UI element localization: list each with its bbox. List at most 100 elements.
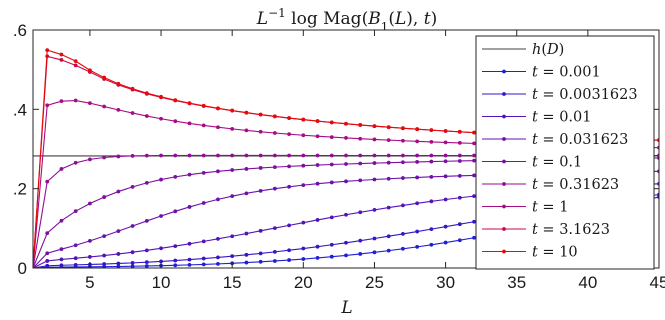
data-point — [472, 235, 476, 240]
data-point — [344, 240, 348, 245]
data-point — [315, 181, 320, 186]
legend-label: t = 0.1 — [532, 155, 582, 171]
legend-label: t = 0.01 — [532, 110, 591, 126]
data-point — [116, 264, 121, 268]
data-point — [59, 99, 64, 104]
data-point — [457, 159, 462, 163]
data-point — [73, 98, 78, 103]
data-point — [429, 174, 434, 179]
data-point — [415, 139, 420, 144]
data-point — [216, 153, 220, 158]
data-point — [358, 238, 363, 243]
x-tick-label: 20 — [294, 273, 313, 292]
data-point — [429, 153, 434, 158]
data-point — [173, 263, 178, 268]
legend-marker — [502, 69, 506, 74]
data-point — [287, 184, 291, 189]
data-point — [401, 246, 405, 251]
data-point — [102, 155, 107, 160]
data-point — [173, 153, 178, 158]
data-point — [45, 48, 50, 53]
data-point — [401, 138, 405, 143]
data-point — [344, 153, 348, 158]
data-point — [472, 158, 476, 163]
data-point — [73, 262, 78, 267]
data-point — [315, 256, 320, 260]
data-point — [173, 209, 178, 214]
data-point — [415, 127, 420, 132]
data-point — [116, 229, 121, 234]
data-point — [173, 244, 178, 249]
data-point — [73, 256, 78, 261]
x-axis-label: L — [340, 298, 352, 318]
x-tick-label: 45 — [650, 273, 665, 292]
data-point — [443, 224, 448, 229]
data-point — [386, 176, 391, 181]
data-point — [329, 215, 334, 220]
data-point — [329, 254, 334, 259]
data-point — [272, 165, 277, 170]
data-point — [258, 259, 263, 264]
data-point — [258, 188, 263, 193]
data-point — [116, 154, 121, 159]
data-point — [201, 239, 206, 244]
data-point — [116, 81, 121, 86]
data-point — [472, 130, 476, 135]
data-point — [216, 106, 220, 111]
data-point — [244, 231, 249, 236]
data-point — [272, 249, 277, 254]
data-point — [315, 134, 320, 139]
data-point — [258, 251, 263, 256]
data-point — [59, 263, 64, 268]
data-point — [102, 262, 107, 266]
data-point — [329, 242, 334, 247]
data-point — [88, 157, 92, 162]
legend-marker — [502, 137, 506, 141]
data-point — [173, 258, 178, 263]
data-point — [272, 186, 277, 191]
data-point — [187, 205, 192, 209]
data-point — [45, 251, 50, 256]
legend-item: t = 10 — [482, 245, 578, 261]
data-point — [216, 169, 220, 174]
data-point — [272, 114, 277, 119]
data-point — [159, 94, 163, 99]
data-point — [315, 119, 320, 123]
data-point — [144, 91, 149, 96]
data-point — [244, 153, 249, 158]
data-point — [244, 191, 249, 196]
data-point — [201, 262, 206, 267]
data-point — [88, 255, 92, 259]
data-point — [45, 259, 50, 263]
data-point — [315, 218, 320, 222]
data-point — [130, 264, 135, 268]
data-point — [315, 163, 320, 167]
x-tick-label: 15 — [223, 273, 242, 292]
data-point — [59, 257, 64, 262]
data-point — [415, 229, 420, 234]
legend-marker — [502, 92, 506, 96]
data-point — [429, 128, 434, 133]
data-point — [472, 173, 476, 178]
data-point — [272, 259, 277, 263]
data-point — [301, 153, 306, 158]
data-point — [73, 160, 78, 165]
data-point — [187, 101, 192, 106]
data-point — [344, 121, 348, 126]
data-point — [73, 209, 78, 214]
data-point — [372, 177, 377, 182]
data-point — [344, 162, 348, 166]
data-point — [116, 252, 121, 256]
data-point — [201, 256, 206, 261]
data-point — [144, 114, 149, 118]
data-point — [443, 240, 448, 245]
data-point — [429, 159, 434, 164]
data-point — [59, 58, 64, 62]
data-point — [144, 180, 149, 185]
data-point — [102, 104, 107, 109]
data-point — [144, 264, 149, 268]
data-point — [187, 262, 192, 267]
data-point — [73, 63, 78, 68]
legend-item: t = 0.31623 — [482, 177, 619, 193]
